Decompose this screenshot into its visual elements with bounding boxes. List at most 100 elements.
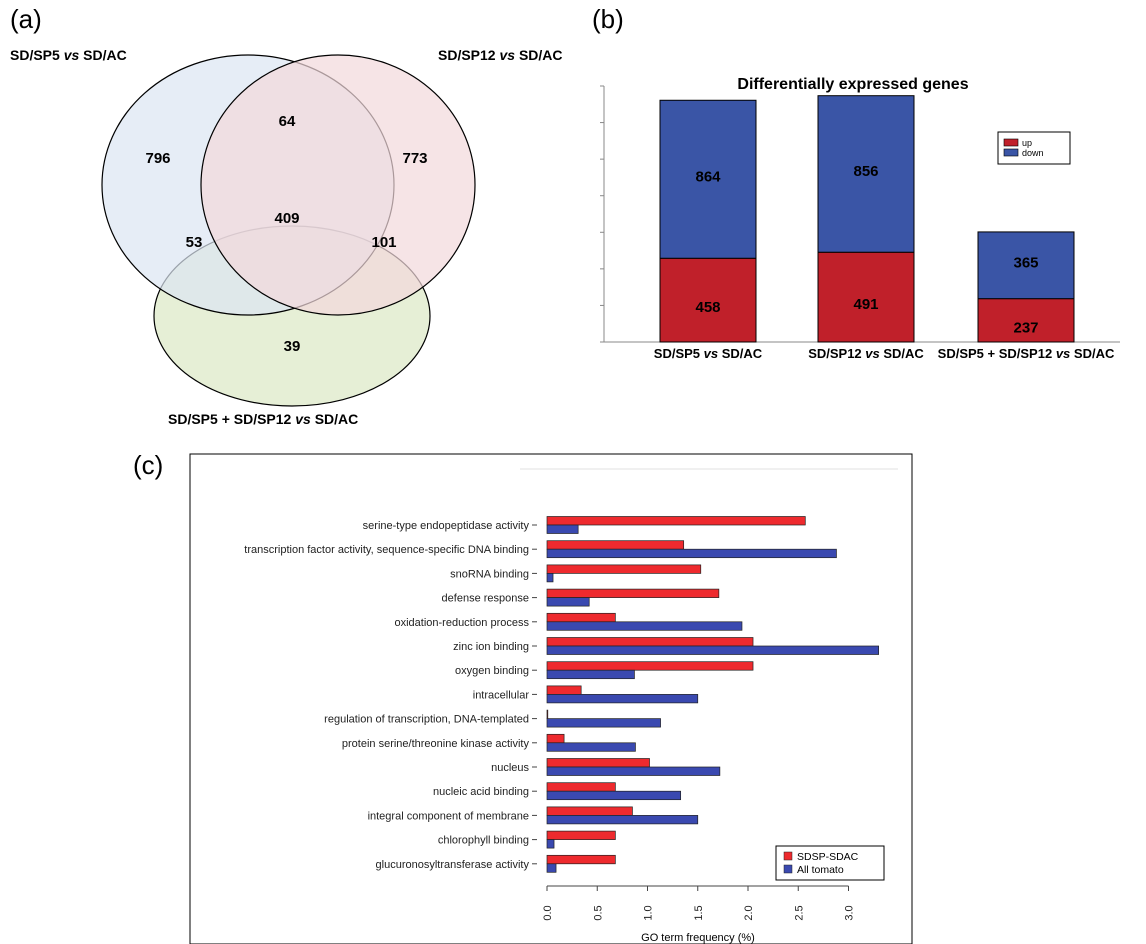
go-bar-all-tomato <box>546 597 590 607</box>
go-x-tick-label: 3.0 <box>844 905 856 920</box>
bar-segment-up <box>817 251 915 343</box>
bar-chart-bars: 458 864 491 856 237 365 <box>659 95 1075 343</box>
bar-segment-down <box>817 95 915 253</box>
venn-count-all-three: 409 <box>274 210 299 227</box>
go-bar-all-tomato <box>546 548 837 559</box>
go-x-tick-label: 1.5 <box>693 905 705 920</box>
bar-segment-down <box>659 99 757 259</box>
go-term-label: glucuronosyltransferase activity <box>376 859 530 871</box>
go-term-label: nucleic acid binding <box>433 786 529 798</box>
go-bar-all-tomato <box>546 645 879 655</box>
go-bar-sdsp-sdac <box>546 516 806 526</box>
go-bar-all-tomato <box>546 621 743 631</box>
go-bar-all-tomato <box>546 766 721 776</box>
venn-diagram: SD/SP5 vs SD/AC SD/SP12 vs SD/AC SD/SP5 … <box>10 47 563 427</box>
go-term-label: zinc ion binding <box>453 641 529 653</box>
go-bar-sdsp-sdac <box>546 758 650 768</box>
go-term-label: protein serine/threonine kinase activity <box>342 738 530 750</box>
go-bar-sdsp-sdac <box>546 709 549 719</box>
go-bar-all-tomato <box>546 718 661 728</box>
go-bar-all-tomato <box>546 694 699 704</box>
bar-value-label: 864 <box>695 168 721 185</box>
venn-label-sp5: SD/SP5 vs SD/AC <box>10 47 127 63</box>
venn-count-sp12-combined: 101 <box>371 234 396 251</box>
venn-count-sp5-combined: 53 <box>186 234 203 251</box>
venn-set-sp12 <box>200 54 476 316</box>
go-legend-label: SDSP-SDAC <box>797 851 859 863</box>
bar-segment-up <box>659 257 757 343</box>
go-bar-all-tomato <box>546 815 699 825</box>
bar-chart-category-labels: SD/SP5 vs SD/AC SD/SP12 vs SD/AC SD/SP5 + … <box>654 346 1115 361</box>
bar-category-label: SD/SP5 + SD/SP12 vs SD/AC <box>938 346 1115 361</box>
bar-value-label: 491 <box>853 296 878 313</box>
go-bar-all-tomato <box>546 790 682 801</box>
go-x-axis-label: GO term frequency (%) <box>641 932 755 944</box>
go-bar-all-tomato <box>546 863 557 873</box>
go-bar-sdsp-sdac <box>546 806 633 816</box>
go-term-label: oxygen binding <box>455 665 529 677</box>
go-bar-sdsp-sdac <box>546 637 754 647</box>
bar-legend-swatch-down <box>1003 148 1019 157</box>
go-bar-sdsp-sdac <box>546 830 616 840</box>
go-term-label: serine-type endopeptidase activity <box>363 520 530 532</box>
venn-label-combined: SD/SP5 + SD/SP12 vs SD/AC <box>168 411 358 427</box>
go-bar-sdsp-sdac <box>546 612 616 623</box>
bar-legend-swatch-up <box>1003 138 1019 147</box>
panel-letter-b: (b) <box>592 4 624 34</box>
go-term-label: snoRNA binding <box>450 568 529 580</box>
go-bar-all-tomato <box>546 742 636 752</box>
go-bar-sdsp-sdac <box>546 661 754 671</box>
bar-legend-label-up: up <box>1022 138 1032 148</box>
go-x-tick-label: 2.5 <box>793 905 805 920</box>
bar-value-label: 365 <box>1013 254 1038 271</box>
go-x-axis: 0.0 0.5 1.0 1.5 2.0 2.5 3.0 <box>542 885 856 921</box>
go-x-tick-label: 0.0 <box>542 905 554 920</box>
go-term-label: defense response <box>442 593 529 605</box>
go-bar-sdsp-sdac <box>546 540 685 550</box>
go-x-tick-label: 1.0 <box>643 905 655 920</box>
go-term-label: nucleus <box>491 762 529 774</box>
go-legend-swatch <box>783 864 793 874</box>
bar-legend-box <box>997 131 1071 165</box>
go-bar-sdsp-sdac <box>546 588 720 598</box>
bar-value-label: 237 <box>1013 319 1038 336</box>
panel-letter-a: (a) <box>10 4 42 34</box>
go-bar-sdsp-sdac <box>546 685 582 695</box>
go-term-label: integral component of membrane <box>368 810 529 822</box>
go-bar-all-tomato <box>546 573 554 583</box>
go-x-tick-label: 0.5 <box>592 905 604 920</box>
bar-category-label: SD/SP5 vs SD/AC <box>654 346 763 361</box>
go-term-label: intracellular <box>473 689 530 701</box>
go-bar-all-tomato <box>546 669 635 680</box>
go-bar-sdsp-sdac <box>546 733 565 744</box>
bar-legend-label-down: down <box>1022 148 1044 158</box>
go-legend-box <box>775 845 885 881</box>
go-legend-swatch <box>783 851 793 861</box>
bar-category-label: SD/SP12 vs SD/AC <box>808 346 924 361</box>
go-chart-frame <box>189 453 913 944</box>
go-bar-all-tomato <box>546 524 579 534</box>
go-bar-sdsp-sdac <box>546 854 616 865</box>
panel-letter-c: (c) <box>133 450 163 480</box>
venn-count-only-sp12: 773 <box>402 150 427 167</box>
go-term-label: transcription factor activity, sequence-… <box>244 544 529 556</box>
go-term-label: regulation of transcription, DNA-templat… <box>324 714 529 726</box>
bar-segment-up <box>977 298 1075 343</box>
go-bar-sdsp-sdac <box>546 782 616 792</box>
go-bar-sdsp-sdac <box>546 564 702 574</box>
bar-value-label: 856 <box>853 163 878 180</box>
bar-segment-down <box>977 231 1075 300</box>
venn-count-only-combined: 39 <box>284 338 301 355</box>
venn-label-sp12: SD/SP12 vs SD/AC <box>438 47 563 63</box>
venn-count-sp5-sp12: 64 <box>279 113 296 130</box>
venn-count-only-sp5: 796 <box>145 150 170 167</box>
bar-chart-title: Differentially expressed genes <box>737 76 968 93</box>
go-term-label: oxidation-reduction process <box>394 617 529 629</box>
go-legend-label: All tomato <box>797 864 844 876</box>
go-x-tick-label: 2.0 <box>743 905 755 920</box>
go-term-label: chlorophyll binding <box>438 835 529 847</box>
